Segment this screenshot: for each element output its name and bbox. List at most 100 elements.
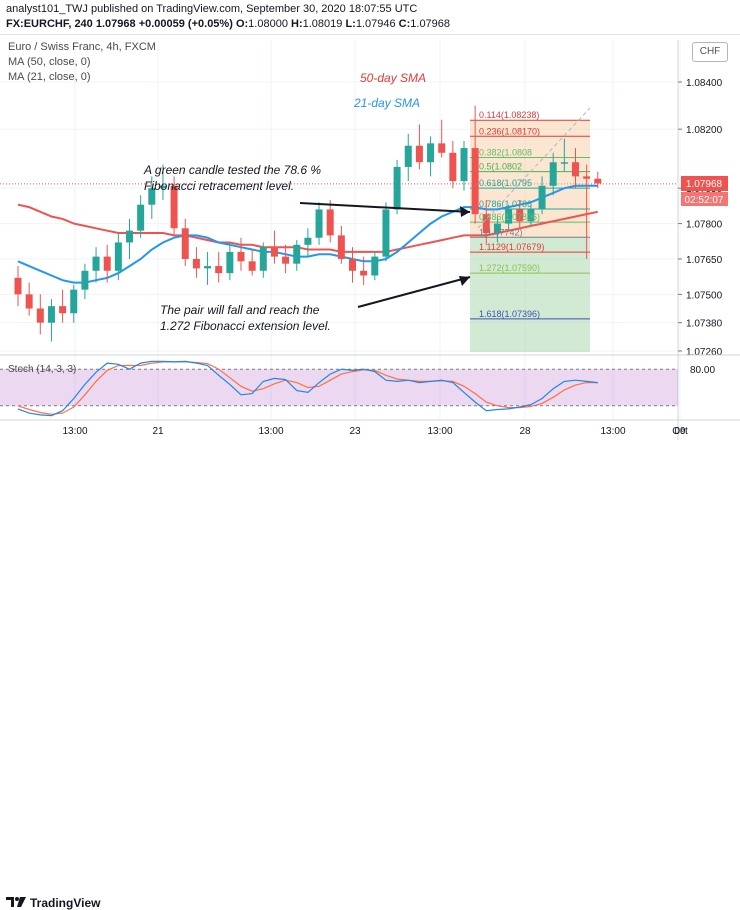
arrow-to-1272-head (459, 276, 470, 286)
candle-body (371, 256, 379, 276)
candle-body (114, 242, 122, 271)
fib-level-label: 1.1129(1.07679) (479, 242, 544, 252)
last-price: 1.07968 (95, 18, 136, 30)
low-value: 1.07946 (355, 18, 396, 30)
candle-body (237, 251, 245, 262)
time-tick-label: 13:00 (62, 426, 87, 437)
price-tick-label: 1.08200 (686, 125, 723, 136)
fib-level-label: 0.236(1.08170) (479, 126, 540, 136)
candle-body (594, 178, 602, 184)
candle-body (482, 214, 490, 234)
fib-level-label: 1.272(1.07590) (479, 263, 540, 273)
chart-legend: Euro / Swiss Franc, 4h, FXCM MA (50, clo… (8, 40, 156, 85)
price-axis[interactable]: 1.07260 1.07380 1.07500 1.07650 1.07800 1.079… (677, 40, 723, 440)
high-value: 1.08019 (302, 18, 343, 30)
candle-body (304, 237, 312, 245)
candle-body (549, 162, 557, 186)
chart-panel[interactable] (0, 34, 740, 441)
time-tick-label: 13:00 (600, 426, 625, 437)
sma50-annotation: 50-day SMA (360, 71, 426, 85)
candle-body (427, 143, 435, 163)
stoch-level-label: 80.00 (690, 365, 715, 376)
candle-body (349, 258, 356, 271)
time-tick-label: 21 (152, 426, 164, 437)
last-price-tag: 1.07968 (681, 176, 728, 191)
candle-body (59, 306, 67, 314)
candle-body (148, 188, 156, 205)
candle-body (204, 266, 212, 269)
price-chart[interactable]: 0.114(1.08238) 0.236(1.08170) 0.382(1.0808… (0, 0, 740, 440)
dashed-trend-line (477, 107, 591, 229)
currency-button[interactable]: CHF (692, 42, 728, 62)
candle-body (326, 209, 334, 236)
price-tick-label: 1.07800 (686, 220, 723, 231)
candle-body (460, 148, 468, 182)
candle-body (137, 204, 145, 231)
price-tick-label: 1.07380 (686, 319, 723, 330)
candle-body (415, 145, 423, 163)
candle-body (47, 306, 55, 323)
candle-body (516, 209, 524, 222)
candle-body (360, 270, 368, 276)
tradingview-logo-icon (6, 897, 26, 907)
fib-level-label: 1.618(1.07396) (479, 309, 540, 319)
countdown-tag: 02:52:07 (681, 192, 728, 206)
candle-body (36, 308, 44, 323)
candle-body (583, 176, 591, 179)
candle-body (192, 258, 200, 269)
candle-body (259, 247, 267, 271)
candle-body (215, 266, 223, 274)
arrow-to-1272-line (357, 276, 471, 308)
low-label: L: (345, 18, 356, 30)
candle-body (404, 145, 412, 167)
candle-body (572, 162, 579, 177)
candle-body (103, 256, 111, 271)
candle-body (282, 256, 290, 264)
time-tick-label: 09 (674, 426, 686, 437)
stoch-label: Stoch (14, 3, 3) (8, 364, 76, 375)
last-price-tag-text: 1.07968 (686, 179, 723, 190)
open-label: O: (235, 18, 249, 30)
candle-body (315, 209, 323, 238)
fall-note-line2: 1.272 Fibonacci extension level. (160, 319, 331, 333)
time-tick-label: 13:00 (427, 426, 452, 437)
candle-body (493, 223, 501, 234)
chart-header: analyst101_TWJ published on TradingView.… (0, 0, 740, 34)
candle-body (337, 235, 345, 259)
green-candle-note-line1: A green candle tested the 78.6 % (143, 163, 321, 177)
close-value: 1.07968 (410, 18, 451, 30)
candle-body (270, 247, 278, 257)
annotation-arrows (299, 202, 471, 308)
candle-body (560, 162, 568, 164)
candle-body (505, 209, 513, 224)
arrow-to-786-line (299, 202, 471, 213)
ohlc-line: FX:EURCHF, 240 1.07968 +0.00059 (+0.05%)… (6, 18, 450, 30)
candles (14, 105, 602, 342)
candle-body (70, 289, 78, 314)
fib-level-label: 0.382(1.0808 (479, 148, 532, 158)
green-candle-note-line2: Fibonacci retracement level. (144, 179, 294, 193)
legend-ma50: MA (50, close, 0) (8, 56, 91, 68)
candle-body (92, 256, 100, 271)
fib-level-label: 1(1.07742) (479, 227, 523, 237)
time-tick-label: 28 (519, 426, 531, 437)
price-change: +0.00059 (+0.05%) (138, 18, 233, 30)
fall-note-line1: The pair will fall and reach the (160, 303, 320, 317)
countdown-tag-text: 02:52:07 (685, 195, 724, 206)
stoch-band (0, 369, 678, 406)
stochastic-panel: Stoch (14, 3, 3) 80.00 (0, 354, 740, 417)
stoch-k-line (17, 360, 598, 417)
high-label: H: (291, 18, 303, 30)
candle-body (226, 251, 234, 274)
price-tick-label: 1.07500 (686, 290, 723, 301)
candle-body (527, 209, 535, 222)
time-tick-label: Oct (672, 426, 688, 437)
symbol-label: FX:EURCHF, 240 (6, 18, 93, 30)
candle-body (25, 294, 33, 309)
candle-body (181, 228, 189, 259)
candle-body (81, 270, 89, 290)
footer: TradingView (0, 444, 740, 910)
candle-body (293, 244, 301, 264)
fib-level-label: 0.886(1.07806) (479, 212, 540, 222)
